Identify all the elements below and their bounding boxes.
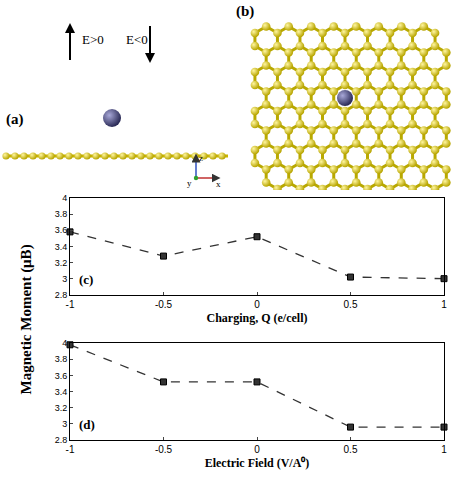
- svg-text:0: 0: [254, 444, 260, 455]
- svg-text:Electric Field (V/A⁰): Electric Field (V/A⁰): [205, 456, 310, 470]
- svg-text:0.5: 0.5: [344, 299, 358, 310]
- svg-text:-1: -1: [66, 299, 75, 310]
- svg-text:3.6: 3.6: [55, 371, 68, 381]
- svg-text:y: y: [187, 178, 192, 188]
- svg-text:(b): (b): [236, 3, 254, 20]
- svg-text:Magnetic Moment (μB): Magnetic Moment (μB): [18, 244, 35, 394]
- svg-text:z: z: [199, 153, 203, 163]
- svg-text:2.8: 2.8: [55, 435, 68, 445]
- svg-text:3: 3: [62, 419, 67, 429]
- svg-text:0.5: 0.5: [344, 444, 358, 455]
- svg-text:3.8: 3.8: [55, 354, 68, 364]
- svg-text:3.2: 3.2: [55, 403, 68, 413]
- svg-text:3: 3: [62, 274, 67, 284]
- svg-text:x: x: [216, 179, 221, 189]
- svg-text:3.6: 3.6: [55, 225, 68, 235]
- svg-text:4: 4: [62, 338, 67, 348]
- svg-text:-0.5: -0.5: [155, 444, 173, 455]
- svg-text:4: 4: [62, 193, 67, 203]
- svg-text:(d): (d): [79, 417, 95, 432]
- svg-text:1: 1: [441, 444, 447, 455]
- svg-text:3.8: 3.8: [55, 209, 68, 219]
- svg-text:E>0: E>0: [82, 32, 104, 47]
- svg-text:3.2: 3.2: [55, 258, 68, 268]
- svg-text:-0.5: -0.5: [155, 299, 173, 310]
- svg-text:E<0: E<0: [126, 32, 148, 47]
- svg-text:1: 1: [441, 299, 447, 310]
- svg-text:2.8: 2.8: [55, 290, 68, 300]
- svg-text:Charging, Q (e/cell): Charging, Q (e/cell): [207, 311, 308, 325]
- svg-text:3.4: 3.4: [55, 387, 68, 397]
- svg-text:0: 0: [254, 299, 260, 310]
- svg-text:3.4: 3.4: [55, 242, 68, 252]
- svg-text:-1: -1: [66, 444, 75, 455]
- svg-text:(a): (a): [6, 111, 24, 128]
- svg-text:(c): (c): [79, 272, 93, 287]
